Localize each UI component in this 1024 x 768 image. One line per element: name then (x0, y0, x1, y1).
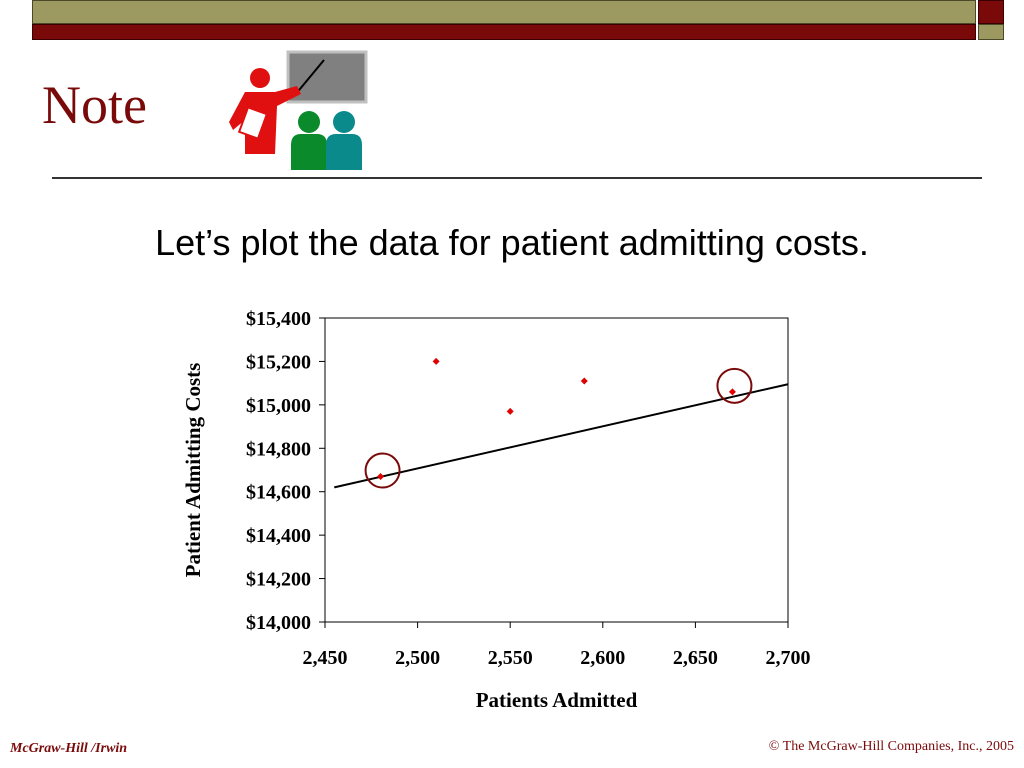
y-tick-label: $14,800 (246, 438, 311, 460)
y-tick-label: $14,200 (246, 569, 311, 591)
trend-line (334, 383, 789, 489)
x-tick-label: 2,450 (303, 647, 348, 669)
data-point (432, 357, 440, 365)
slide-title: Note (42, 75, 147, 135)
highlight-circle (716, 367, 753, 404)
x-tick-label: 2,700 (766, 647, 811, 669)
data-point (580, 377, 588, 385)
footer-publisher: McGraw-Hill /Irwin (10, 741, 128, 756)
title-divider (52, 177, 982, 179)
y-tick-label: $15,200 (246, 351, 311, 373)
footer-copyright: © The McGraw-Hill Companies, Inc., 2005 (768, 739, 1014, 754)
highlight-circle (364, 452, 401, 489)
plot-area (324, 317, 789, 623)
y-tick-label: $15,000 (246, 395, 311, 417)
x-tick-label: 2,600 (580, 647, 625, 669)
header-corner-olive (978, 24, 1004, 40)
x-tick-label: 2,550 (488, 647, 533, 669)
x-tick-label: 2,500 (395, 647, 440, 669)
y-tick-label: $14,400 (246, 525, 311, 547)
header-band-red (32, 24, 976, 40)
y-tick-label: $14,000 (246, 612, 311, 634)
slide-subtitle: Let’s plot the data for patient admittin… (155, 222, 869, 263)
data-point (506, 407, 514, 415)
y-axis-title: Patient Admitting Costs (181, 363, 205, 578)
y-tick-label: $14,600 (246, 482, 311, 504)
x-tick-label: 2,650 (673, 647, 718, 669)
data-point (728, 388, 736, 396)
presenter-clipart-icon (229, 50, 368, 170)
y-tick-label: $15,400 (246, 308, 311, 330)
header-corner-red (978, 0, 1004, 24)
header-band-olive (32, 0, 976, 24)
scatter-chart: $14,000 $14,200 $14,400 $14,600 $14,800 $15,0… (181, 308, 811, 712)
x-axis-title: Patients Admitted (476, 688, 638, 712)
data-point (377, 473, 385, 481)
